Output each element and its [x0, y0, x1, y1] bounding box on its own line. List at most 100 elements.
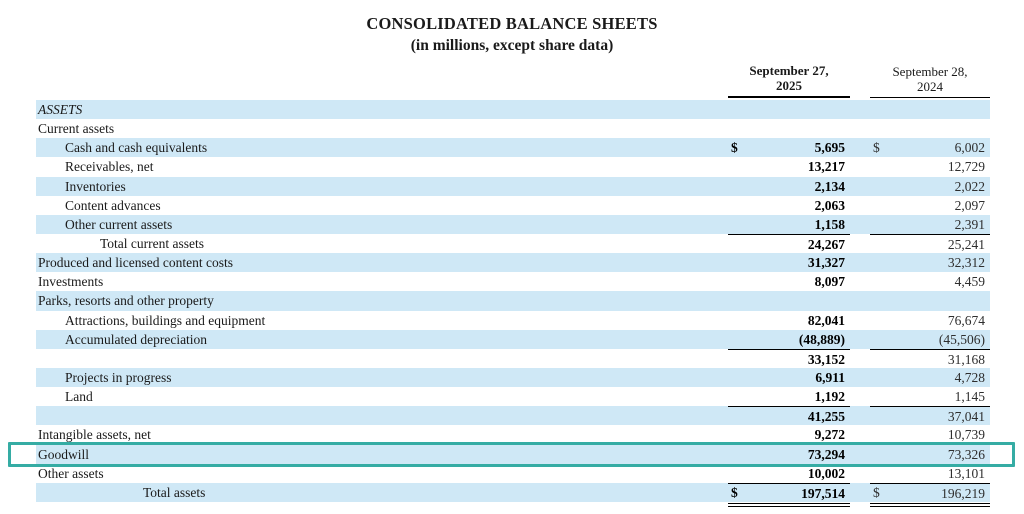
value-group-2024: 2,391 — [870, 215, 990, 234]
column-header-2025-line2: 2025 — [776, 77, 802, 93]
value-group-2024: 12,729 — [870, 157, 990, 176]
table-row-subtotal: 33,152 31,168 — [36, 348, 990, 369]
value-group-2024: 4,728 — [870, 368, 990, 387]
table-row-inventories: Inventories 2,134 2,022 — [36, 176, 990, 196]
row-label: Total current assets — [100, 235, 205, 251]
row-label: Total assets — [143, 484, 206, 500]
column-header-2025: September 27, 2025 — [728, 63, 850, 98]
value-2024: (45,506) — [938, 331, 985, 347]
row-label: Other current assets — [65, 216, 173, 232]
value-2025: 1,158 — [814, 216, 845, 232]
value-group-2024: 25,241 — [870, 233, 990, 254]
table-row-produced-and-licensed-content-costs: Produced and licensed content costs 31,32… — [36, 253, 990, 273]
value-group-2025: 33,152 — [728, 348, 850, 369]
value-group-2025: 9,272 — [728, 425, 850, 444]
dollar-sign: $ — [873, 139, 880, 155]
row-label: Investments — [38, 274, 104, 290]
value-group-2024: 76,674 — [870, 311, 990, 330]
column-header-2024: September 28, 2024 — [870, 64, 990, 98]
table-row-other-assets: Other assets 10,002 13,101 — [36, 464, 990, 483]
value-group-2025: 13,217 — [728, 157, 850, 176]
value-2025: 5,695 — [814, 140, 845, 156]
value-group-2025: 24,267 — [728, 233, 850, 254]
value-2025: 24,267 — [807, 236, 845, 252]
value-2024: 4,459 — [954, 274, 985, 290]
table-row-accumulated-depreciation: Accumulated depreciation (48,889) (45,506) — [36, 329, 990, 349]
row-label: Cash and cash equivalents — [65, 140, 208, 156]
table-row-investments: Investments 8,097 4,459 — [36, 272, 990, 291]
value-group-2024: 1,145 — [870, 387, 990, 406]
table-row-intangible-assets-net: Intangible assets, net 9,272 10,739 — [36, 425, 990, 444]
value-2024: 4,728 — [954, 369, 985, 385]
document-header: CONSOLIDATED BALANCE SHEETS (in millions… — [0, 0, 1024, 57]
value-2024: 2,391 — [954, 216, 985, 232]
value-2025: 33,152 — [807, 351, 845, 367]
value-2024: 13,101 — [947, 465, 985, 481]
value-2025: 73,294 — [807, 446, 845, 462]
value-2024: 2,097 — [954, 197, 985, 213]
value-group-2025: 82,041 — [728, 311, 850, 330]
value-2024: 1,145 — [954, 389, 985, 405]
document-title: CONSOLIDATED BALANCE SHEETS — [366, 14, 658, 33]
table-row-attractions-buildings-and-equipment: Attractions, buildings and equipment 82,0… — [36, 311, 990, 330]
table-row-land: Land 1,192 1,145 — [36, 387, 990, 406]
value-group-2024: (45,506) — [870, 330, 990, 349]
table-row-cash-and-cash-equivalents: Cash and cash equivalents $5,695 $6,002 — [36, 138, 990, 158]
value-2025: 2,134 — [814, 178, 845, 194]
value-2024: 10,739 — [947, 427, 985, 443]
value-group-2025: 41,255 — [728, 406, 850, 426]
value-group-2024: 37,041 — [870, 406, 990, 426]
value-group-2025: $197,514 — [728, 482, 850, 508]
column-headers: September 27, 2025 September 28, 2024 — [36, 63, 990, 98]
table-row-projects-in-progress: Projects in progress 6,911 4,728 — [36, 367, 990, 388]
row-label: Accumulated depreciation — [65, 331, 208, 347]
row-label: Land — [65, 389, 93, 405]
value-group-2024: 2,022 — [870, 177, 990, 196]
value-group-2025 — [728, 291, 850, 310]
value-group-2024: 13,101 — [870, 464, 990, 483]
value-group-2025: (48,889) — [728, 330, 850, 349]
value-2025: 31,327 — [807, 255, 845, 271]
row-label: Inventories — [65, 178, 126, 194]
dollar-sign: $ — [873, 485, 880, 501]
value-group-2024 — [870, 100, 990, 119]
value-group-2025: 1,192 — [728, 387, 850, 406]
row-label: Parks, resorts and other property — [38, 293, 214, 309]
dollar-sign: $ — [731, 485, 738, 501]
value-2024: 37,041 — [947, 409, 985, 425]
table-row-receivables-net: Receivables, net 13,217 12,729 — [36, 157, 990, 176]
row-label: Attractions, buildings and equipment — [65, 312, 266, 328]
value-group-2025: 8,097 — [728, 272, 850, 291]
value-2024: 73,326 — [947, 446, 985, 462]
value-group-2025 — [728, 119, 850, 138]
row-label: Produced and licensed content costs — [38, 255, 233, 271]
value-group-2024 — [870, 119, 990, 138]
value-group-2025: 10,002 — [728, 464, 850, 483]
table-row-goodwill: Goodwill 73,294 73,326 — [8, 441, 1015, 467]
table-row-parks-resorts-and-other-property: Parks, resorts and other property — [36, 291, 990, 311]
table-row-total-assets: Total assets $197,514 $196,219 — [36, 482, 990, 508]
value-group-2024: $196,219 — [870, 482, 990, 508]
table-row-other-current-assets: Other current assets 1,158 2,391 — [36, 214, 990, 234]
value-group-2025: 31,327 — [728, 253, 850, 272]
row-label: Receivables, net — [65, 159, 154, 175]
value-2025: 13,217 — [807, 159, 845, 175]
value-2025: 9,272 — [814, 427, 845, 443]
value-2024: 12,729 — [947, 159, 985, 175]
value-group-2024: 10,739 — [870, 425, 990, 444]
row-label: Goodwill — [38, 446, 90, 462]
table-row-total-current-assets: Total current assets 24,267 25,241 — [36, 233, 990, 254]
value-2025: 10,002 — [807, 465, 845, 481]
value-2025: 197,514 — [801, 485, 845, 501]
table-row-assets: ASSETS — [36, 100, 990, 120]
value-group-2024 — [870, 291, 990, 310]
value-2024: 2,022 — [954, 178, 985, 194]
value-2025: 8,097 — [814, 274, 845, 290]
value-group-2024: $6,002 — [870, 138, 990, 157]
value-group-2025: 73,294 — [728, 445, 850, 464]
value-2024: 25,241 — [947, 236, 985, 252]
row-label: Projects in progress — [65, 369, 172, 385]
value-group-2025: 2,134 — [728, 177, 850, 196]
value-group-2024: 31,168 — [870, 348, 990, 369]
